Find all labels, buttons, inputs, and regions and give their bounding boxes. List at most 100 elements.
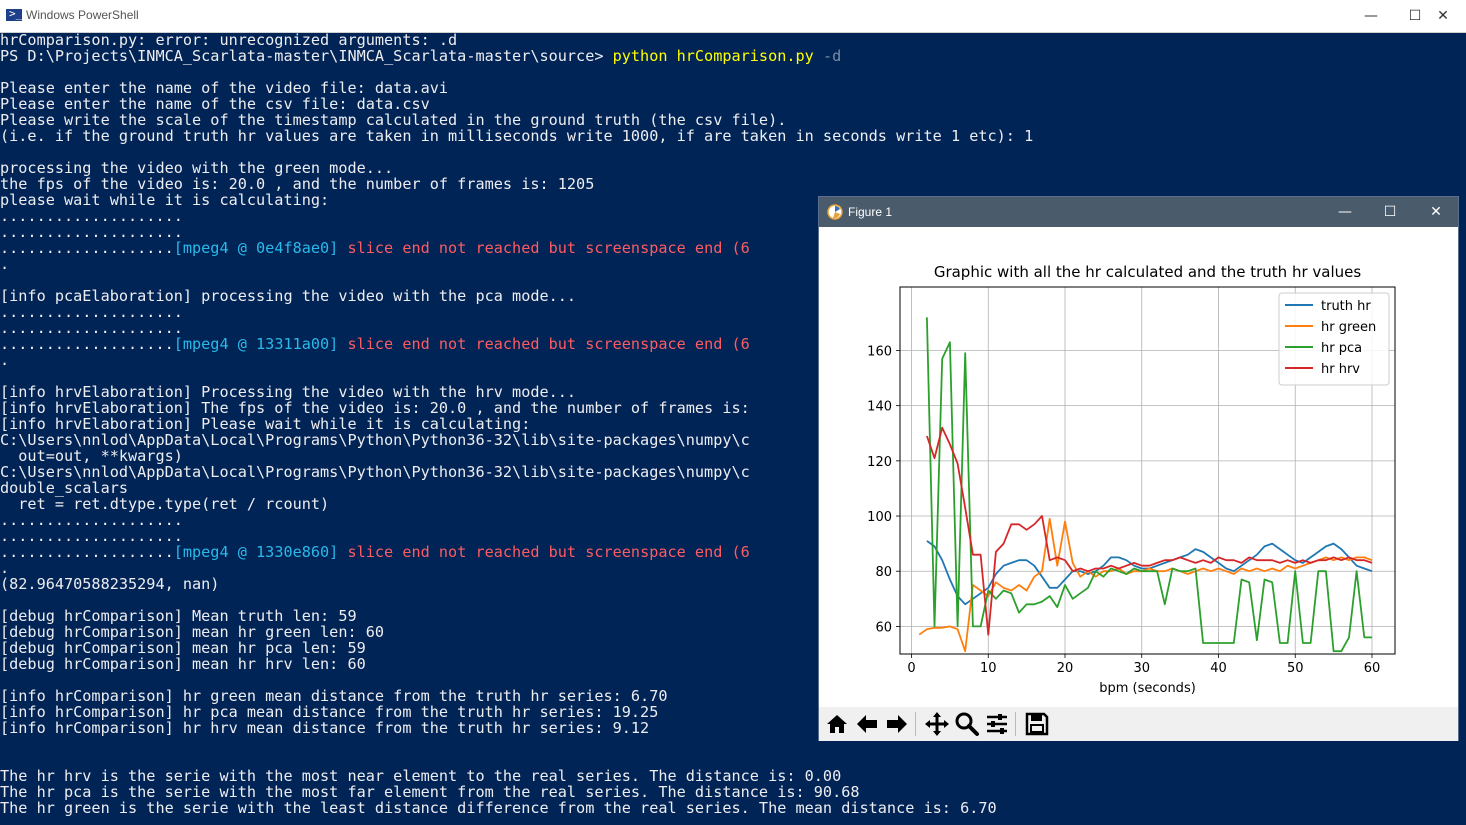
figure-titlebar: Figure 1 — ☐ ✕ bbox=[819, 197, 1458, 227]
figure-close-button[interactable]: ✕ bbox=[1430, 204, 1442, 220]
back-arrow-icon[interactable] bbox=[853, 710, 881, 738]
console-text: processing the video with the green mode… bbox=[0, 159, 394, 177]
y-tick-label: 120 bbox=[867, 455, 892, 470]
figure-title: Figure 1 bbox=[848, 205, 893, 219]
figure-minimize-button[interactable]: — bbox=[1338, 204, 1352, 220]
console-text: Please enter the name of the video file:… bbox=[0, 79, 449, 97]
console-text: . bbox=[0, 255, 10, 273]
y-tick-label: 100 bbox=[867, 510, 892, 525]
console-text: [debug hrComparison] mean hr green len: … bbox=[0, 623, 385, 641]
toolbar-separator bbox=[915, 712, 916, 736]
console-line: The hr pca is the serie with the most fa… bbox=[0, 784, 860, 800]
console-text: [debug hrComparison] mean hr pca len: 59 bbox=[0, 639, 366, 657]
console-line: [info hrComparison] hr pca mean distance… bbox=[0, 704, 658, 720]
console-text: python hrComparison.py bbox=[612, 47, 814, 65]
console-line: ...................[mpeg4 @ 13311a00] sl… bbox=[0, 336, 750, 352]
y-tick-label: 60 bbox=[875, 620, 892, 635]
chart-title: Graphic with all the hr calculated and t… bbox=[934, 263, 1362, 281]
figure-window[interactable]: Figure 1 — ☐ ✕ Graphic with all the hr c… bbox=[818, 196, 1459, 741]
console-line: . bbox=[0, 256, 9, 272]
maximize-button[interactable]: ☐ bbox=[1408, 8, 1422, 24]
console-line: ...................[mpeg4 @ 1330e860] sl… bbox=[0, 544, 750, 560]
console-line: PS D:\Projects\INMCA_Scarlata-master\INM… bbox=[0, 48, 841, 64]
console-line: . bbox=[0, 560, 9, 576]
console-line: The hr hrv is the serie with the most ne… bbox=[0, 768, 841, 784]
console-text: [mpeg4 @ 1330e860] bbox=[173, 543, 348, 561]
console-text: (82.96470588235294, nan) bbox=[0, 575, 220, 593]
legend-label: hr hrv bbox=[1321, 362, 1360, 377]
y-tick-label: 80 bbox=[875, 565, 892, 580]
console-text: ................... bbox=[0, 239, 174, 257]
x-tick-label: 0 bbox=[907, 661, 915, 676]
console-line: out=out, **kwargs) bbox=[0, 448, 183, 464]
powershell-icon: >_ bbox=[6, 7, 22, 21]
console-text: [mpeg4 @ 0e4f8ae0] bbox=[173, 239, 348, 257]
chart: Graphic with all the hr calculated and t… bbox=[867, 263, 1396, 696]
console-text: .................... bbox=[0, 303, 183, 321]
console-text: double_scalars bbox=[0, 479, 129, 497]
console-text: [info hrvElaboration] Please wait while … bbox=[0, 415, 531, 433]
console-line: [info hrvElaboration] Please wait while … bbox=[0, 416, 530, 432]
x-tick-label: 30 bbox=[1133, 661, 1150, 676]
console-text: ................... bbox=[0, 543, 174, 561]
series-line-hr-pca bbox=[926, 317, 1372, 653]
matplotlib-icon bbox=[827, 204, 843, 220]
console-text: -d bbox=[813, 47, 842, 65]
console-line: .................... bbox=[0, 320, 183, 336]
close-button[interactable]: ✕ bbox=[1437, 8, 1449, 24]
console-line: . bbox=[0, 352, 9, 368]
console-line: [debug hrComparison] mean hr hrv len: 60 bbox=[0, 656, 366, 672]
powershell-console[interactable]: hrComparison.py: error: unrecognized arg… bbox=[0, 32, 1466, 825]
console-text: .................... bbox=[0, 223, 183, 241]
console-text: .................... bbox=[0, 511, 183, 529]
console-line: [debug hrComparison] mean hr green len: … bbox=[0, 624, 384, 640]
console-line: The hr green is the serie with the least… bbox=[0, 800, 997, 816]
x-axis-label: bpm (seconds) bbox=[1099, 681, 1196, 696]
console-text: the fps of the video is: 20.0 , and the … bbox=[0, 175, 595, 193]
forward-arrow-icon[interactable] bbox=[883, 710, 911, 738]
pan-icon[interactable] bbox=[923, 710, 951, 738]
console-line: Please enter the name of the video file:… bbox=[0, 80, 448, 96]
console-text: The hr pca is the serie with the most fa… bbox=[0, 783, 860, 801]
console-text: Please enter the name of the csv file: d… bbox=[0, 95, 430, 113]
minimize-button[interactable]: — bbox=[1364, 8, 1378, 24]
figure-maximize-button[interactable]: ☐ bbox=[1383, 204, 1397, 220]
plot-area: Graphic with all the hr calculated and t… bbox=[819, 227, 1458, 705]
console-text: The hr hrv is the serie with the most ne… bbox=[0, 767, 842, 785]
console-line: the fps of the video is: 20.0 , and the … bbox=[0, 176, 594, 192]
configure-subplots-icon[interactable] bbox=[983, 710, 1011, 738]
console-text: C:\Users\nnlod\AppData\Local\Programs\Py… bbox=[0, 431, 750, 449]
console-line: [info hrvElaboration] The fps of the vid… bbox=[0, 400, 750, 416]
console-text: C:\Users\nnlod\AppData\Local\Programs\Py… bbox=[0, 463, 750, 481]
console-text: The hr green is the serie with the least… bbox=[0, 799, 997, 817]
legend-label: hr pca bbox=[1321, 341, 1362, 356]
console-line: [debug hrComparison] Mean truth len: 59 bbox=[0, 608, 357, 624]
console-text: [debug hrComparison] Mean truth len: 59 bbox=[0, 607, 357, 625]
console-line: Please write the scale of the timestamp … bbox=[0, 112, 786, 128]
console-line: double_scalars bbox=[0, 480, 128, 496]
toolbar-separator bbox=[1015, 712, 1016, 736]
console-text: slice end not reached but screenspace en… bbox=[347, 543, 750, 561]
console-text: slice end not reached but screenspace en… bbox=[347, 239, 750, 257]
console-line: hrComparison.py: error: unrecognized arg… bbox=[0, 32, 457, 48]
console-text: [debug hrComparison] mean hr hrv len: 60 bbox=[0, 655, 366, 673]
console-text: . bbox=[0, 559, 10, 577]
zoom-icon[interactable] bbox=[953, 710, 981, 738]
console-text: ................... bbox=[0, 335, 174, 353]
console-text: Please write the scale of the timestamp … bbox=[0, 111, 787, 129]
console-line: .................... bbox=[0, 224, 183, 240]
plot-frame bbox=[899, 286, 1396, 655]
x-tick-label: 50 bbox=[1287, 661, 1304, 676]
console-text: PS D:\Projects\INMCA_Scarlata-master\INM… bbox=[0, 47, 613, 65]
home-icon[interactable] bbox=[823, 710, 851, 738]
x-tick-label: 10 bbox=[980, 661, 997, 676]
console-line: ret = ret.dtype.type(ret / rcount) bbox=[0, 496, 329, 512]
save-icon[interactable] bbox=[1023, 710, 1051, 738]
console-line: [info hrvElaboration] Processing the vid… bbox=[0, 384, 576, 400]
x-tick-label: 20 bbox=[1057, 661, 1074, 676]
console-line: (82.96470588235294, nan) bbox=[0, 576, 219, 592]
legend-box bbox=[1278, 292, 1390, 386]
console-line: .................... bbox=[0, 528, 183, 544]
console-text: slice end not reached but screenspace en… bbox=[347, 335, 750, 353]
series-line-hr-hrv bbox=[926, 426, 1373, 636]
